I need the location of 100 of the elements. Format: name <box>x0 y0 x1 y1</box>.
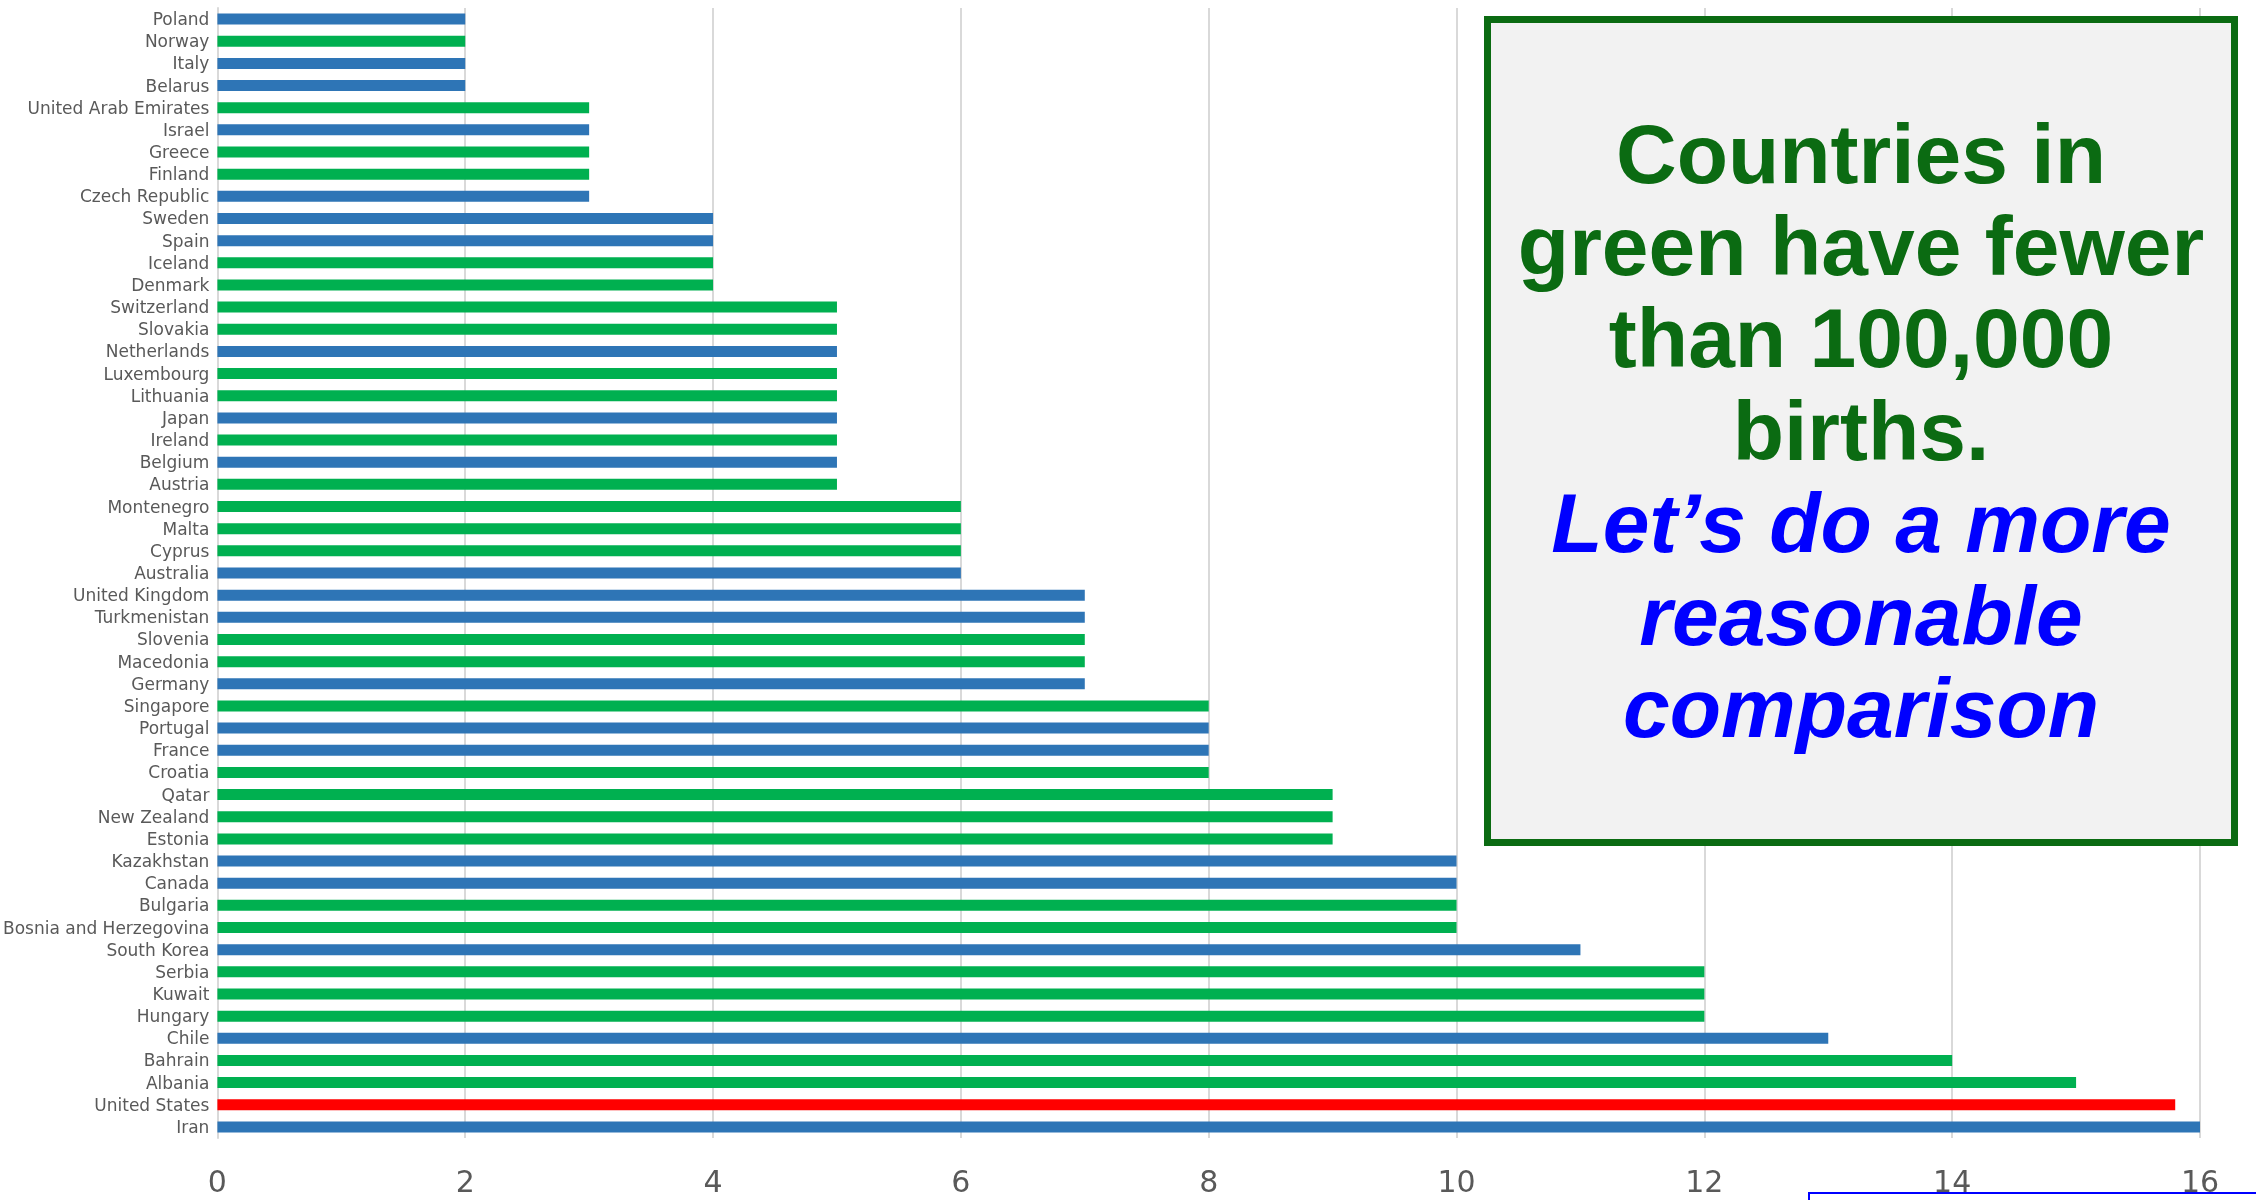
bar <box>217 744 1209 756</box>
bar <box>217 811 1333 823</box>
bar <box>217 700 1209 712</box>
bar <box>217 456 837 468</box>
bar <box>217 146 590 158</box>
bar <box>217 368 837 380</box>
y-tick-label: Finland <box>148 164 210 185</box>
note-box: Countries in green have fewer than 100,000 births. Let’s do a more reasonable comparison <box>1484 16 2238 846</box>
bar <box>217 102 590 114</box>
y-tick-label: Bulgaria <box>138 895 210 916</box>
bar <box>217 124 590 136</box>
y-tick-label: Belarus <box>145 75 210 96</box>
bar <box>217 434 837 446</box>
bar <box>217 678 1085 690</box>
x-tick-label: 6 <box>951 1163 971 1199</box>
x-tick-label: 14 <box>1933 1163 1972 1199</box>
y-tick-label: Kazakhstan <box>111 851 210 872</box>
y-tick-label: Bosnia and Herzegovina <box>2 917 210 938</box>
y-tick-label: Iceland <box>147 252 210 273</box>
y-tick-label: Cyprus <box>150 540 210 561</box>
y-tick-label: Israel <box>162 119 210 140</box>
y-tick-label: New Zealand <box>97 806 210 827</box>
x-tick-label: 2 <box>455 1163 475 1199</box>
y-tick-label: Canada <box>144 873 210 894</box>
bar <box>217 833 1333 845</box>
bar <box>217 1054 1953 1066</box>
bar <box>217 57 466 69</box>
bar <box>217 323 837 335</box>
y-tick-label: Singapore <box>123 695 210 716</box>
y-tick-label: Luxembourg <box>103 363 210 384</box>
y-tick-label: Macedonia <box>117 651 210 672</box>
x-tick-label: 10 <box>1437 1163 1476 1199</box>
bar <box>217 1121 2200 1133</box>
bar <box>217 345 837 357</box>
y-tick-label: Belgium <box>139 452 210 473</box>
bar <box>217 301 837 313</box>
y-tick-label: United Kingdom <box>72 585 210 606</box>
y-tick-label: Iran <box>176 1116 210 1137</box>
y-tick-label: Ireland <box>150 430 210 451</box>
x-tick-label: 12 <box>1685 1163 1724 1199</box>
x-tick-label: 8 <box>1199 1163 1219 1199</box>
bar <box>217 390 837 402</box>
y-tick-label: Chile <box>166 1028 210 1049</box>
y-tick-label: Turkmenistan <box>93 607 210 628</box>
bar <box>217 633 1085 645</box>
y-tick-label: Sweden <box>142 208 210 229</box>
y-tick-label: Portugal <box>138 718 210 739</box>
y-tick-label: Malta <box>162 518 210 539</box>
bar <box>217 789 1333 801</box>
bar <box>217 235 714 247</box>
y-tick-label: Norway <box>144 31 210 52</box>
bar <box>217 257 714 269</box>
y-tick-label: Italy <box>172 53 210 74</box>
bar <box>217 988 1705 1000</box>
y-tick-label: Croatia <box>148 762 210 783</box>
bar <box>217 722 1209 734</box>
y-tick-label: Bahrain <box>143 1050 210 1071</box>
bar <box>217 567 961 579</box>
y-tick-label: Germany <box>131 673 210 694</box>
y-tick-label: Australia <box>134 563 210 583</box>
y-tick-label: Slovakia <box>138 319 210 340</box>
y-tick-label: Denmark <box>131 274 210 295</box>
y-tick-label: United States <box>94 1094 210 1115</box>
annotation: Let’s do a more reasonable comparison <box>1550 476 2172 755</box>
bar <box>217 1032 1829 1044</box>
annotation: Countries in green have fewer than 100,000 births. <box>1516 106 2206 478</box>
bar <box>217 1099 2176 1111</box>
bar <box>217 279 714 291</box>
y-tick-label: Netherlands <box>105 341 210 362</box>
bar <box>217 922 1457 934</box>
bar <box>217 168 590 180</box>
bar <box>217 501 961 513</box>
bar <box>217 877 1457 889</box>
y-tick-label: Serbia <box>155 961 210 982</box>
bar <box>217 944 1581 956</box>
bar <box>217 545 961 557</box>
bar <box>217 589 1085 601</box>
x-tick-label: 16 <box>2180 1163 2220 1199</box>
bar <box>217 855 1457 867</box>
bar <box>217 35 466 47</box>
y-tick-label: Poland <box>152 9 210 30</box>
y-tick-label: Spain <box>161 230 210 251</box>
y-tick-label: Lithuania <box>130 385 210 406</box>
y-tick-label: Montenegro <box>107 496 210 517</box>
bar <box>217 656 1085 668</box>
y-tick-label: South Korea <box>106 939 210 960</box>
bar <box>217 611 1085 623</box>
bar <box>217 1077 2077 1089</box>
x-tick-label: 4 <box>703 1163 723 1199</box>
y-tick-label: France <box>152 740 210 761</box>
bar <box>217 212 714 224</box>
y-tick-label: Greece <box>148 142 210 163</box>
x-tick-label: 0 <box>207 1163 227 1199</box>
y-tick-label: Czech Republic <box>79 186 210 207</box>
y-tick-label: Hungary <box>136 1006 210 1027</box>
bar <box>217 899 1457 911</box>
bar <box>217 80 466 92</box>
bar <box>217 13 466 25</box>
bar <box>217 190 590 202</box>
bar <box>217 523 961 535</box>
